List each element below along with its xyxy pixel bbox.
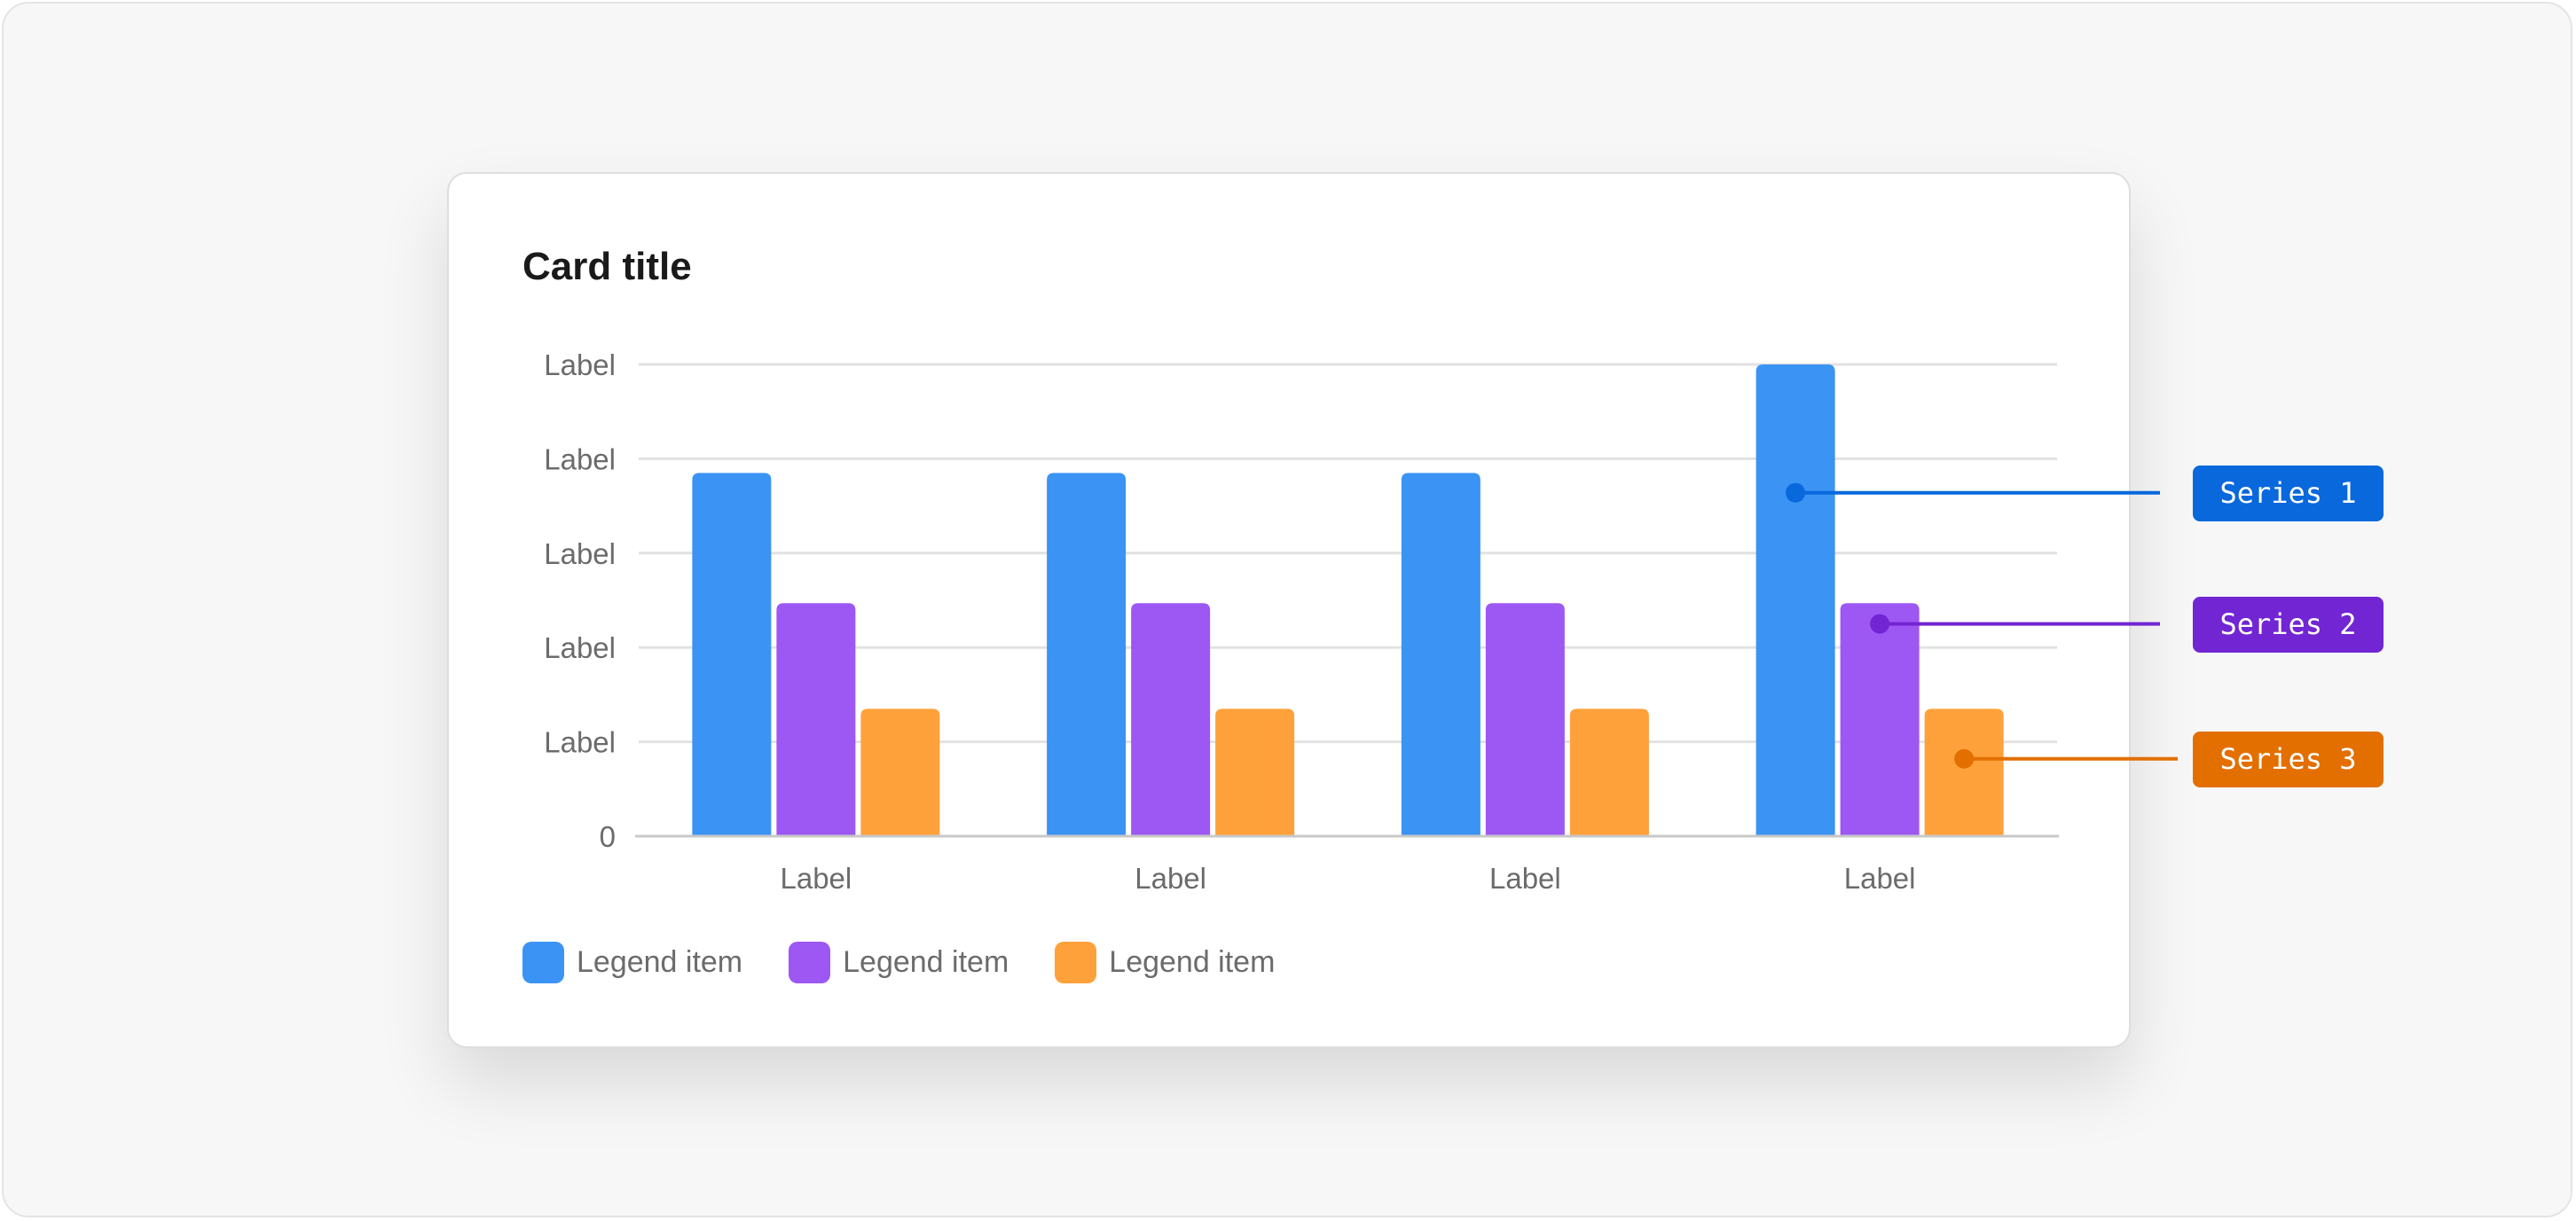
bar [776,603,856,836]
bar [1569,708,1649,836]
legend-item-2[interactable]: Legend item [789,942,1009,983]
legend-item-1[interactable]: Legend item [522,942,742,983]
bar [1485,603,1565,836]
annotation-dot [1786,482,1806,503]
legend-label: Legend item [1109,945,1276,979]
y-tick-label: 0 [600,820,616,853]
x-tick-label: Label [1489,862,1561,895]
y-tick-label: Label [544,348,616,381]
legend: Legend item Legend item Legend item [522,942,1275,983]
y-tick-label: Label [544,442,616,475]
bar [1924,708,2004,836]
x-tick-label: Label [1135,862,1206,895]
bar [1401,473,1480,836]
x-tick-label: Label [781,862,852,895]
annotation-dot [1870,614,1890,634]
bar [860,708,940,836]
bar [692,473,772,836]
y-tick-label: Label [544,726,616,759]
bar [1215,708,1295,836]
series-1-badge: Series 1 [2193,465,2384,521]
y-tick-label: Label [544,537,616,570]
x-tick-label: Label [1844,862,1916,895]
bar [1047,473,1127,836]
bar [1840,603,1920,836]
annotation-dot [1954,748,1975,769]
legend-swatch [522,942,564,983]
legend-swatch [789,942,831,983]
bar [1755,364,1835,836]
card-title: Card title [522,245,692,288]
series-3-badge: Series 3 [2193,731,2384,787]
bar [1131,603,1211,836]
legend-label: Legend item [843,945,1009,979]
y-tick-label: Label [544,631,616,664]
legend-swatch [1055,942,1097,983]
legend-item-3[interactable]: Legend item [1055,942,1275,983]
series-2-badge: Series 2 [2193,596,2384,653]
legend-label: Legend item [577,945,743,979]
